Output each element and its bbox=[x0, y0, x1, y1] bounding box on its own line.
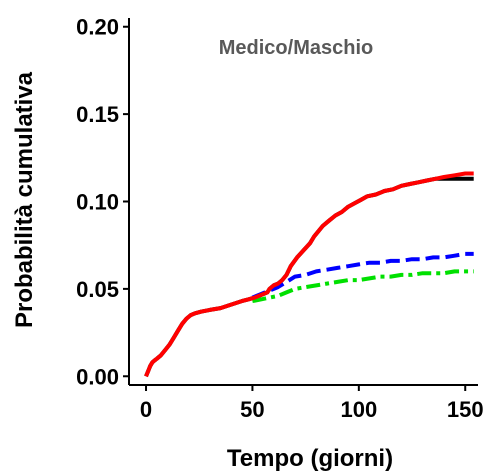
y-tick-label: 0.00 bbox=[76, 364, 119, 389]
plot-area bbox=[146, 174, 474, 377]
x-tick-label: 150 bbox=[447, 397, 484, 422]
y-tick-label: 0.20 bbox=[76, 15, 119, 40]
x-tick-label: 100 bbox=[340, 397, 377, 422]
y-tick-label: 0.10 bbox=[76, 190, 119, 215]
y-axis-title: Probabilità cumulativa bbox=[11, 71, 38, 328]
x-tick-label: 50 bbox=[240, 397, 264, 422]
chart-title: Medico/Maschio bbox=[219, 37, 373, 59]
y-tick-label: 0.15 bbox=[76, 102, 119, 127]
x-axis-ticks: 0 50 100 150 bbox=[140, 385, 484, 422]
y-tick-label: 0.05 bbox=[76, 277, 119, 302]
x-tick-label: 0 bbox=[140, 397, 152, 422]
y-axis-ticks: 0.00 0.05 0.10 0.15 0.20 bbox=[76, 15, 129, 390]
x-axis-title: Tempo (giorni) bbox=[227, 445, 393, 472]
series-line-1 bbox=[146, 179, 474, 376]
